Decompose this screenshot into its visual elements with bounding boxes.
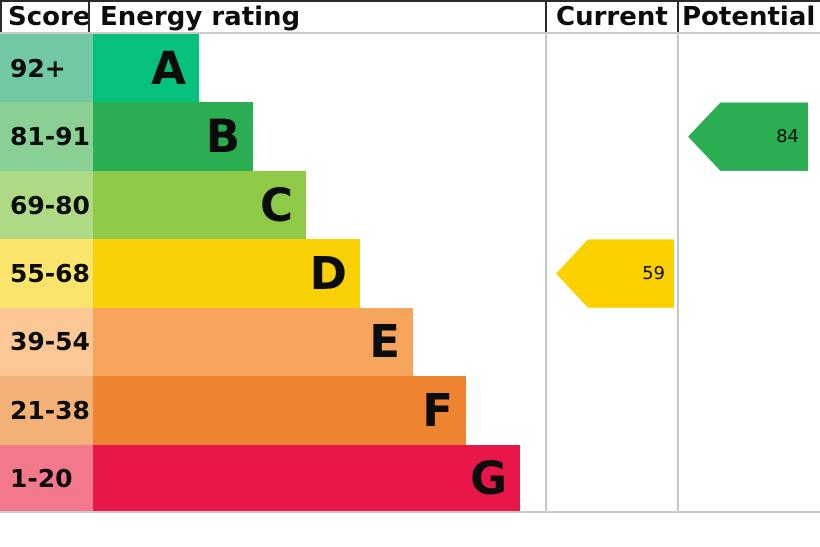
band-bar: B [93,102,253,171]
band-bar: A [93,34,199,103]
header-current: Current [548,0,684,34]
band-letter: A [151,41,186,95]
band-score-range: 55-68 [0,239,93,308]
band-score-range: 21-38 [0,376,93,445]
current-rating-value: 59 [642,262,665,284]
band-bar: G [93,444,520,514]
band-row: 81-91 B [0,102,546,171]
band-letter: B [205,110,240,164]
band-bar: C [93,170,306,240]
band-row: 39-54 E [0,307,546,377]
potential-column-divider-line [677,34,679,513]
band-row: 55-68 D [0,239,546,308]
header-energy-rating: Energy rating [92,0,550,34]
band-score-range: 1-20 [0,444,93,514]
potential-rating-arrow: 84 [688,102,808,171]
band-row: 92+ A [0,34,546,103]
current-rating-arrow: 59 [556,239,674,308]
band-score-range: 81-91 [0,102,93,171]
band-score-range: 92+ [0,34,93,103]
header-score: Score [0,0,96,34]
band-letter: G [470,452,507,506]
band-letter: E [369,315,400,369]
band-row: 1-20 G [0,444,546,514]
band-row: 69-80 C [0,170,546,240]
band-letter: C [259,178,293,232]
band-bar: E [93,307,413,377]
header-potential: Potential [680,0,820,34]
potential-rating-value: 84 [776,125,799,147]
band-letter: D [309,247,347,301]
band-score-range: 39-54 [0,307,93,377]
band-score-range: 69-80 [0,170,93,240]
band-row: 21-38 F [0,376,546,445]
band-rows: 92+ A 81-91 B 69-80 C 55-68 D 39-54 E 21… [0,34,546,514]
band-bar: F [93,376,466,445]
band-letter: F [422,383,453,437]
band-bar: D [93,239,360,308]
